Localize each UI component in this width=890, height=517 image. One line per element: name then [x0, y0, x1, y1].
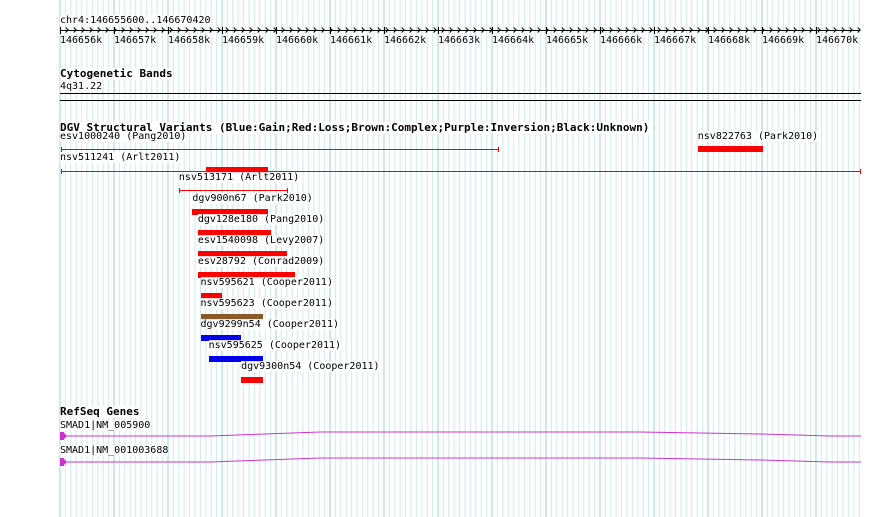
variant-label[interactable]: nsv822763 (Park2010): [697, 131, 819, 142]
variant-bar[interactable]: [197, 251, 287, 257]
ruler-tick-mark: [168, 27, 169, 34]
variant-label[interactable]: nsv513171 (Arlt2011): [178, 172, 300, 183]
variant-label[interactable]: dgv128e180 (Pang2010): [197, 214, 325, 225]
variant-label[interactable]: nsv595625 (Cooper2011): [208, 340, 342, 351]
variant-label[interactable]: dgv9300n54 (Cooper2011): [241, 361, 380, 372]
ruler-tick-mark: [816, 27, 817, 34]
ruler-tick-mark: [762, 27, 763, 34]
gene-label[interactable]: SMAD1|NM_005900: [60, 420, 151, 431]
variant-line-cap: [287, 188, 288, 193]
ruler-tick-mark: [384, 27, 385, 34]
variant-label[interactable]: esv28792 (Conrad2009): [197, 256, 325, 267]
ruler-tick-mark: [330, 27, 331, 34]
ruler-tick-label: 146666k: [600, 35, 643, 46]
ruler-tick-label: 146656k: [60, 35, 103, 46]
variant-bar[interactable]: [200, 314, 263, 320]
variant-bar[interactable]: [208, 356, 263, 362]
ruler-tick-label: 146660k: [276, 35, 319, 46]
gene-label[interactable]: SMAD1|NM_001003688: [60, 445, 169, 456]
variant-label[interactable]: nsv511241 (Arlt2011): [60, 152, 181, 163]
ruler-tick-label: 146657k: [114, 35, 157, 46]
variant-line-cap: [497, 147, 499, 152]
variant-line-cap: [178, 188, 180, 193]
variant-line[interactable]: [61, 149, 498, 150]
ruler-tick-mark: [114, 27, 115, 34]
variant-bar[interactable]: [200, 335, 242, 341]
ruler-tick-label: 146664k: [492, 35, 535, 46]
variant-line-cap: [61, 169, 62, 174]
refseq-track-title: RefSeq Genes: [60, 405, 140, 418]
variant-label[interactable]: dgv900n67 (Park2010): [192, 193, 313, 204]
ruler-tick-label: 146665k: [546, 35, 589, 46]
variant-bar[interactable]: [197, 230, 271, 236]
ruler-tick-mark: [546, 27, 547, 34]
ruler-tick-label: 146669k: [762, 35, 805, 46]
ruler-tick-mark: [276, 27, 277, 34]
variant-bar[interactable]: [697, 146, 763, 152]
ruler-axis: [60, 30, 860, 31]
variant-label[interactable]: dgv9299n54 (Cooper2011): [200, 319, 339, 330]
ruler-tick-mark: [654, 27, 655, 34]
ruler-tick-mark: [708, 27, 709, 34]
ruler-tick-mark: [60, 27, 61, 34]
variant-label[interactable]: nsv595621 (Cooper2011): [200, 277, 333, 288]
ruler-tick-label: 146663k: [438, 35, 481, 46]
ruler-tick-label: 146662k: [384, 35, 427, 46]
cytoband-label: 4q31.22: [60, 81, 103, 92]
ruler-tick-label: 146667k: [654, 35, 697, 46]
variant-bar[interactable]: [241, 377, 263, 383]
cytoband-line-top: [60, 93, 861, 94]
ruler-tick-label: 146659k: [222, 35, 265, 46]
variant-bar[interactable]: [192, 209, 269, 215]
ruler-tick-mark: [600, 27, 601, 34]
variant-bar[interactable]: [197, 272, 296, 278]
cytoband-track-title: Cytogenetic Bands: [60, 67, 173, 80]
variant-bar[interactable]: [200, 293, 223, 299]
location-label: chr4:146655600..146670420: [60, 15, 211, 26]
variant-line[interactable]: [61, 171, 860, 172]
dgv-track-title: DGV Structural Variants (Blue:Gain;Red:L…: [60, 121, 650, 134]
variant-bar[interactable]: [205, 167, 269, 173]
ruler-tick-mark: [492, 27, 493, 34]
variant-line-cap: [860, 169, 861, 174]
ruler-tick-mark: [438, 27, 439, 34]
variant-line[interactable]: [178, 190, 287, 191]
ruler-tick-label: 146658k: [168, 35, 211, 46]
variant-label[interactable]: nsv595623 (Cooper2011): [200, 298, 333, 309]
ruler-tick-label: 146668k: [708, 35, 751, 46]
variant-label[interactable]: esv1540098 (Levy2007): [197, 235, 325, 246]
ruler-tick-label: 146661k: [330, 35, 373, 46]
variant-label[interactable]: esv1000240 (Pang2010): [60, 131, 187, 142]
ruler-tick-label: 146670k: [816, 35, 859, 46]
ruler-tick-mark: [222, 27, 223, 34]
variant-line-cap: [61, 147, 62, 152]
cytoband-line-bottom: [60, 100, 861, 101]
